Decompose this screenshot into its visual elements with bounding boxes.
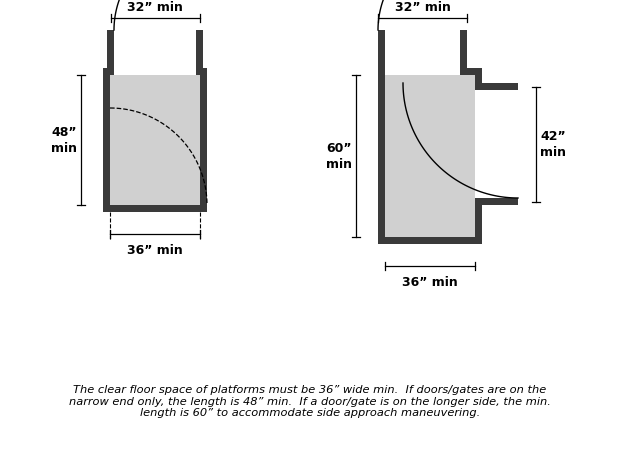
Text: 42”: 42” [540,130,566,143]
Text: min: min [326,157,352,171]
Bar [475,198,518,205]
Bar [196,68,207,75]
Bar [196,30,203,75]
Bar [103,68,114,75]
Bar [460,30,467,75]
Bar [103,205,207,212]
Bar [110,75,200,205]
Bar [107,30,114,75]
Bar [378,237,482,244]
Bar [475,83,518,90]
Text: min: min [540,146,566,159]
Text: 48”: 48” [51,125,77,138]
Bar [378,68,385,244]
Text: 36” min: 36” min [402,276,458,289]
Bar [200,68,207,212]
Bar [378,30,385,75]
Bar [475,68,482,90]
Text: 60”: 60” [326,141,352,154]
Bar [475,198,482,244]
Text: 32” min: 32” min [127,1,183,14]
Bar [385,75,475,237]
Bar [103,205,207,212]
Text: 32” min: 32” min [394,1,451,14]
Bar [103,205,114,212]
Text: The clear floor space of platforms must be 36” wide min.  If doors/gates are on : The clear floor space of platforms must … [69,385,551,418]
Bar [460,68,482,75]
Text: 36” min: 36” min [127,244,183,257]
Bar [103,68,110,212]
Text: min: min [51,141,77,154]
